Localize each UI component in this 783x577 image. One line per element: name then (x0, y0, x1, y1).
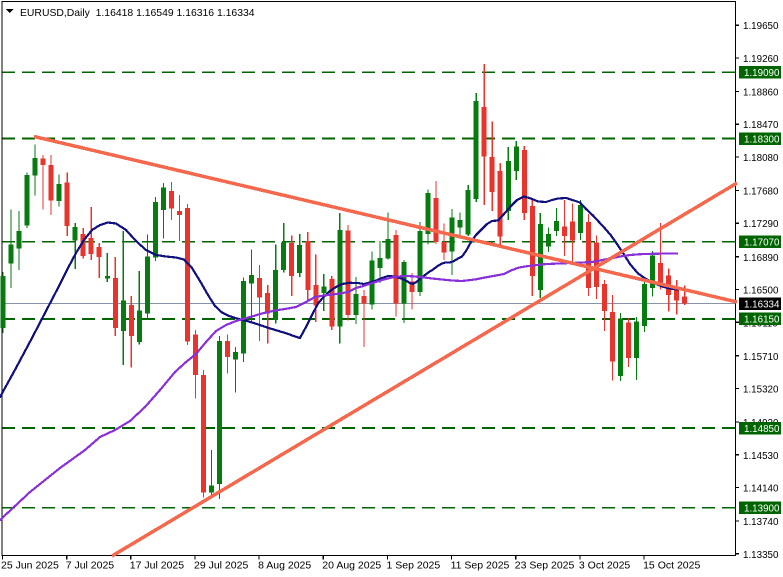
svg-text:11 Sep 2025: 11 Sep 2025 (451, 560, 510, 572)
svg-text:1.17070: 1.17070 (744, 238, 780, 249)
svg-text:1.15710: 1.15710 (743, 352, 779, 363)
svg-text:29 Jul 2025: 29 Jul 2025 (194, 560, 248, 572)
svg-text:1.18470: 1.18470 (743, 120, 779, 131)
svg-text:1.13900: 1.13900 (744, 504, 780, 515)
svg-text:1.14140: 1.14140 (743, 484, 779, 495)
svg-text:1.18300: 1.18300 (744, 134, 780, 145)
svg-text:1.15320: 1.15320 (743, 385, 779, 396)
svg-text:8 Aug 2025: 8 Aug 2025 (258, 560, 311, 572)
svg-text:1.14850: 1.14850 (744, 424, 780, 435)
svg-text:1.16890: 1.16890 (743, 253, 779, 264)
svg-text:1.17290: 1.17290 (743, 219, 779, 230)
svg-text:1.17680: 1.17680 (743, 187, 779, 198)
svg-text:1.19090: 1.19090 (744, 68, 780, 79)
svg-text:25 Jun 2025: 25 Jun 2025 (1, 560, 59, 572)
svg-text:1.16500: 1.16500 (743, 286, 779, 297)
svg-text:1.14530: 1.14530 (743, 451, 779, 462)
svg-text:1.18080: 1.18080 (743, 153, 779, 164)
svg-text:1.16150: 1.16150 (744, 315, 780, 326)
svg-text:EURUSD,Daily 1.16418 1.16549: EURUSD,Daily 1.16418 1.16549 1.16316 1.1… (20, 8, 255, 19)
svg-text:1 Sep 2025: 1 Sep 2025 (387, 560, 441, 572)
svg-text:1.13350: 1.13350 (743, 550, 779, 561)
svg-text:15 Oct 2025: 15 Oct 2025 (643, 560, 700, 572)
svg-text:1.19260: 1.19260 (743, 54, 779, 65)
svg-text:1.16334: 1.16334 (744, 299, 780, 310)
svg-text:20 Aug 2025: 20 Aug 2025 (322, 560, 381, 572)
svg-text:23 Sep 2025: 23 Sep 2025 (515, 560, 575, 572)
svg-text:17 Jul 2025: 17 Jul 2025 (130, 560, 184, 572)
svg-text:1.19650: 1.19650 (743, 21, 779, 32)
svg-text:3 Oct 2025: 3 Oct 2025 (579, 560, 631, 572)
svg-text:1.13740: 1.13740 (743, 517, 779, 528)
svg-text:1.18860: 1.18860 (743, 88, 779, 99)
svg-text:7 Jul 2025: 7 Jul 2025 (66, 560, 115, 572)
